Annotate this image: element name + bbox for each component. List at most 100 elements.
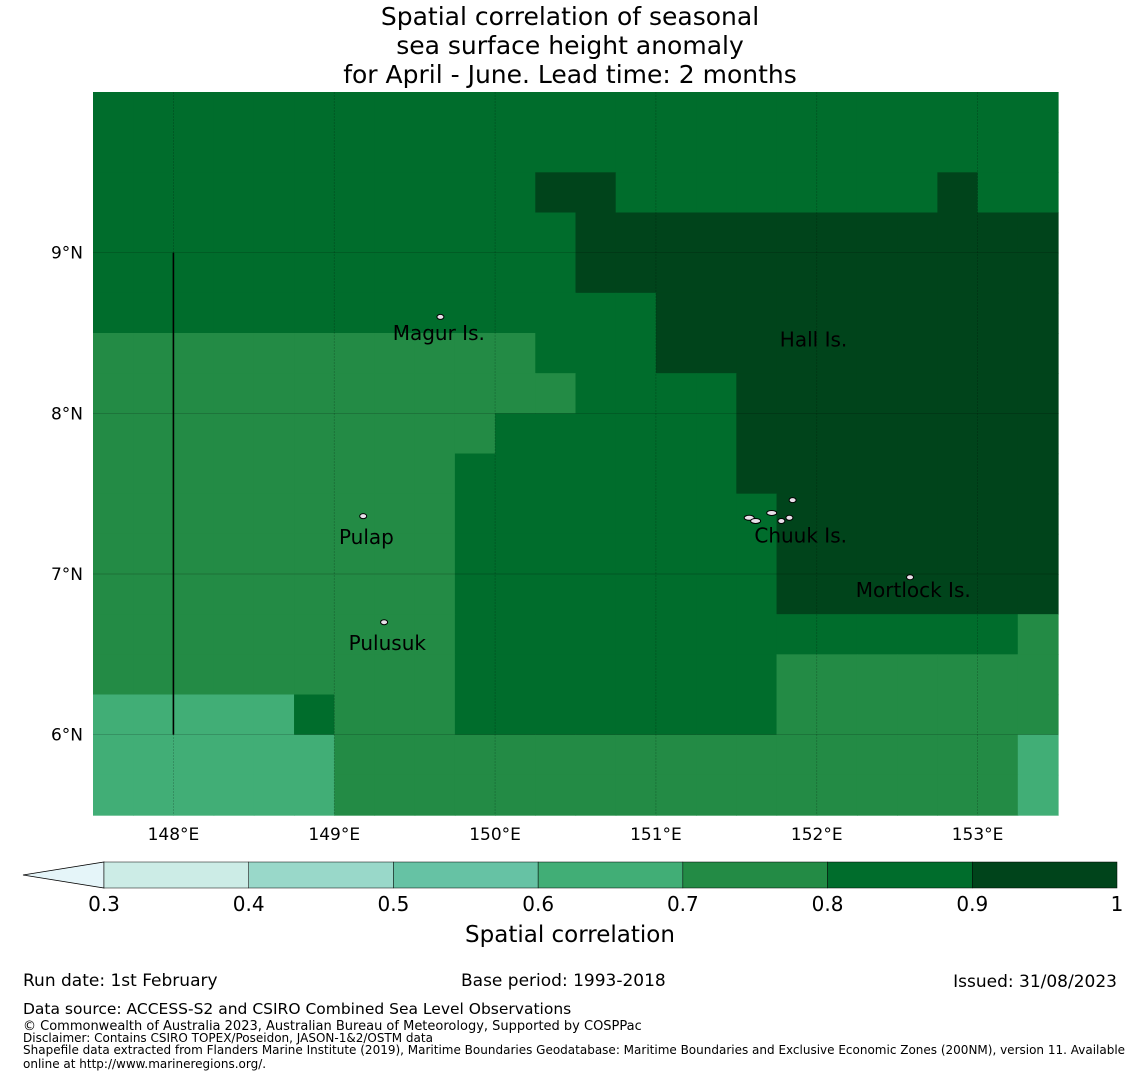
grid-cell xyxy=(294,413,335,455)
place-label: Pulusuk xyxy=(349,631,427,655)
grid-cell xyxy=(133,333,175,374)
grid-cell xyxy=(414,132,456,173)
grid-cell xyxy=(173,373,215,414)
grid-cell xyxy=(856,654,898,696)
grid-cell xyxy=(495,92,536,133)
grid-cell xyxy=(696,132,737,173)
grid-cell xyxy=(937,614,979,655)
grid-cell xyxy=(1017,453,1059,495)
grid-cell xyxy=(133,92,175,133)
grid-cell xyxy=(615,815,657,816)
grid-cell xyxy=(655,132,697,173)
grid-cell xyxy=(776,694,818,736)
grid-cell xyxy=(213,533,255,575)
grid-cell xyxy=(977,774,1019,816)
grid-cell xyxy=(253,252,295,294)
grid-cell xyxy=(977,654,1019,696)
grid-cell xyxy=(93,373,134,414)
grid-cell xyxy=(776,212,818,254)
grid-cell xyxy=(937,252,979,294)
grid-cell xyxy=(897,132,938,173)
grid-cell xyxy=(897,774,938,816)
grid-cell xyxy=(937,694,979,736)
grid-cell xyxy=(414,212,456,254)
grid-cell xyxy=(575,533,617,575)
grid-cell xyxy=(897,373,938,414)
grid-cell xyxy=(374,132,416,173)
grid-cell xyxy=(253,694,295,736)
grid-cell xyxy=(897,292,938,334)
grid-cell xyxy=(977,252,1019,294)
grid-cell xyxy=(615,493,657,535)
grid-cell xyxy=(294,815,335,816)
grid-cell xyxy=(253,292,295,334)
grid-cell xyxy=(93,493,134,535)
colorbar-segment xyxy=(248,861,394,889)
grid-cell xyxy=(696,413,737,455)
grid-cell xyxy=(495,694,536,736)
grid-cell xyxy=(776,132,818,173)
grid-cell xyxy=(535,132,577,173)
lon-tick-label: 150°E xyxy=(469,825,521,845)
island-shape xyxy=(785,514,794,521)
grid-cell xyxy=(133,413,175,455)
grid-cell xyxy=(897,654,938,696)
grid-cell xyxy=(816,574,858,615)
grid-cell xyxy=(495,654,536,696)
grid-cell xyxy=(897,815,938,816)
grid-cell xyxy=(897,212,938,254)
grid-cell xyxy=(1017,413,1059,455)
grid-cell xyxy=(856,574,898,615)
grid-cell xyxy=(213,614,255,655)
grid-cell xyxy=(414,815,456,816)
grid-cell xyxy=(1017,574,1059,615)
grid-cell xyxy=(977,574,1019,615)
grid-cell xyxy=(897,92,938,133)
grid-cell xyxy=(334,373,376,414)
grid-cell xyxy=(736,172,778,214)
grid-cell xyxy=(615,172,657,214)
grid-cell xyxy=(454,815,496,816)
grid-cell xyxy=(615,292,657,334)
grid-cell xyxy=(173,92,215,133)
grid-cell xyxy=(736,252,778,294)
grid-cell xyxy=(93,172,134,214)
grid-cell xyxy=(334,212,376,254)
grid-cell xyxy=(575,373,617,414)
grid-cell xyxy=(696,533,737,575)
grid-cell xyxy=(575,574,617,615)
grid-cell xyxy=(1017,493,1059,535)
grid-cell xyxy=(655,734,697,776)
grid-cell xyxy=(334,132,376,173)
grid-cell xyxy=(334,252,376,294)
grid-cell xyxy=(454,574,496,615)
island-shape xyxy=(777,517,786,524)
grid-cell xyxy=(374,493,416,535)
grid-cell xyxy=(1017,252,1059,294)
grid-cell xyxy=(535,493,577,535)
grid-cell xyxy=(977,413,1019,455)
grid-cell xyxy=(133,453,175,495)
grid-cell xyxy=(776,654,818,696)
grid-cell xyxy=(816,614,858,655)
grid-cell xyxy=(575,734,617,776)
grid-cell xyxy=(374,92,416,133)
grid-cell xyxy=(454,92,496,133)
grid-cell xyxy=(173,453,215,495)
grid-cell xyxy=(133,815,175,816)
grid-cell xyxy=(575,132,617,173)
grid-cell xyxy=(213,694,255,736)
grid-cell xyxy=(334,614,376,655)
grid-cell xyxy=(776,92,818,133)
grid-cell xyxy=(454,252,496,294)
grid-cell xyxy=(213,413,255,455)
grid-cell xyxy=(454,774,496,816)
grid-cell xyxy=(1017,734,1059,776)
colorbar-tick-label: 0.6 xyxy=(522,892,555,916)
grid-cell xyxy=(173,413,215,455)
colorbar-label: Spatial correlation xyxy=(465,922,675,948)
grid-cell xyxy=(495,533,536,575)
grid-cell xyxy=(93,252,134,294)
colorbar-tick-label: 1 xyxy=(1110,892,1124,916)
grid-cell xyxy=(816,734,858,776)
